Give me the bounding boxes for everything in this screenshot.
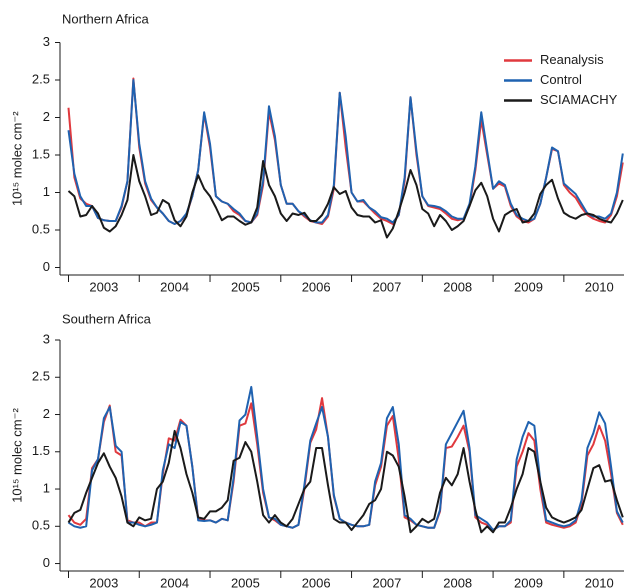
x-tick-label: 2005 bbox=[231, 279, 260, 294]
x-tick-label: 2006 bbox=[302, 575, 331, 588]
x-tick-label: 2008 bbox=[443, 279, 472, 294]
y-tick-label: 2 bbox=[43, 406, 50, 421]
x-tick-label: 2010 bbox=[585, 279, 614, 294]
y-axis-label: 10¹⁵ molec cm⁻² bbox=[9, 111, 24, 206]
y-tick-label: 1.5 bbox=[32, 443, 50, 458]
x-tick-label: 2005 bbox=[231, 575, 260, 588]
x-tick-label: 2003 bbox=[89, 279, 118, 294]
series-line bbox=[67, 154, 624, 239]
series-line bbox=[67, 385, 624, 532]
x-tick-label: 2003 bbox=[89, 575, 118, 588]
x-tick-label: 2008 bbox=[443, 575, 472, 588]
y-tick-label: 2.5 bbox=[32, 369, 50, 384]
y-axis-label: 10¹⁵ molec cm⁻² bbox=[9, 408, 24, 503]
panel-title: Northern Africa bbox=[62, 11, 149, 26]
series-line bbox=[67, 429, 624, 534]
y-tick-label: 2 bbox=[43, 109, 50, 124]
x-tick-label: 2004 bbox=[160, 279, 189, 294]
panel-title: Southern Africa bbox=[62, 311, 152, 326]
y-tick-label: 3 bbox=[43, 331, 50, 346]
legend-label: Reanalysis bbox=[540, 52, 604, 67]
y-tick-label: 2.5 bbox=[32, 71, 50, 86]
legend-label: SCIAMACHY bbox=[540, 92, 618, 107]
y-tick-label: 3 bbox=[43, 34, 50, 49]
y-tick-label: 0.5 bbox=[32, 221, 50, 236]
legend-label: Control bbox=[540, 72, 582, 87]
series-line bbox=[67, 397, 624, 532]
x-tick-label: 2010 bbox=[585, 575, 614, 588]
x-tick-label: 2006 bbox=[302, 279, 331, 294]
x-tick-label: 2009 bbox=[514, 279, 543, 294]
y-tick-label: 0.5 bbox=[32, 518, 50, 533]
series-line bbox=[67, 79, 624, 225]
y-tick-label: 1 bbox=[43, 184, 50, 199]
y-tick-label: 1 bbox=[43, 480, 50, 495]
y-tick-label: 0 bbox=[43, 555, 50, 570]
x-tick-label: 2004 bbox=[160, 575, 189, 588]
y-tick-label: 1.5 bbox=[32, 146, 50, 161]
x-tick-label: 2009 bbox=[514, 575, 543, 588]
x-tick-label: 2007 bbox=[372, 279, 401, 294]
x-tick-label: 2007 bbox=[372, 575, 401, 588]
y-tick-label: 0 bbox=[43, 259, 50, 274]
